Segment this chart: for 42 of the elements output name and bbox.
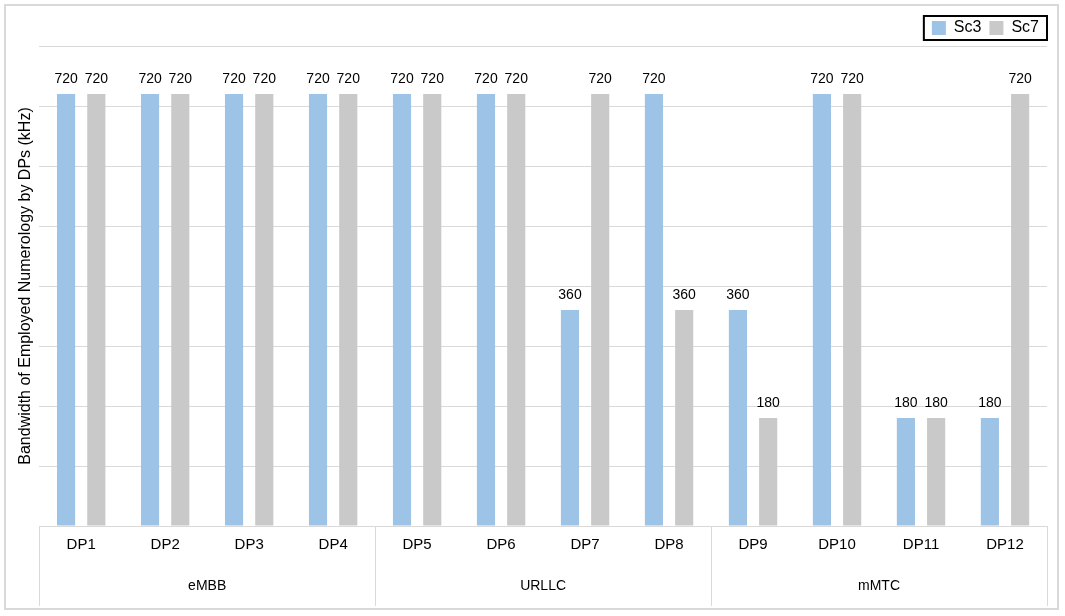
data-label: 720 [54, 69, 78, 86]
x-tick-label: DP12 [986, 535, 1024, 553]
x-tick-label: DP4 [318, 535, 348, 553]
data-label: 720 [420, 69, 445, 86]
data-label: 720 [306, 69, 330, 86]
text: URLLC [520, 576, 567, 593]
x-tick-label: DP5 [402, 535, 432, 553]
data-label: 180 [924, 393, 949, 410]
data-label: 360 [558, 285, 582, 302]
x-tick-label: DP3 [234, 535, 264, 553]
data-label: 720 [138, 69, 162, 86]
data-label: 720 [84, 69, 109, 86]
x-tick-label: DP7 [570, 535, 600, 553]
data-label: 720 [810, 69, 834, 86]
x-tick-label: DP10 [818, 535, 856, 553]
data-label: 360 [672, 285, 697, 302]
data-label: 720 [1008, 69, 1033, 86]
data-label: 720 [390, 69, 414, 86]
text: eMBB [188, 576, 227, 593]
x-tick-label: DP9 [738, 535, 768, 553]
data-label: 180 [756, 393, 781, 410]
x-tick-label: DP6 [486, 535, 516, 553]
data-label: 720 [168, 69, 193, 86]
data-label: 720 [474, 69, 498, 86]
x-tick-label: DP2 [150, 535, 180, 553]
data-label: 720 [642, 69, 666, 86]
x-tick-label: DP8 [654, 535, 684, 553]
data-label: 720 [588, 69, 613, 86]
legend-label: Sc3 [953, 18, 982, 36]
data-label: 720 [252, 69, 277, 86]
text: mMTC [858, 576, 901, 593]
data-label: 720 [222, 69, 246, 86]
data-label: 180 [978, 393, 1002, 410]
data-label: 360 [726, 285, 750, 302]
data-label: 180 [894, 393, 918, 410]
data-label: 720 [504, 69, 529, 86]
x-tick-label: DP1 [66, 535, 96, 553]
y-axis-title: Bandwidth of Employed Numerology by DPs (kHz) [16, 107, 34, 465]
data-label: 720 [840, 69, 865, 86]
x-tick-label: DP11 [902, 535, 940, 553]
legend-label: Sc7 [1011, 18, 1040, 36]
data-label: 720 [336, 69, 361, 86]
